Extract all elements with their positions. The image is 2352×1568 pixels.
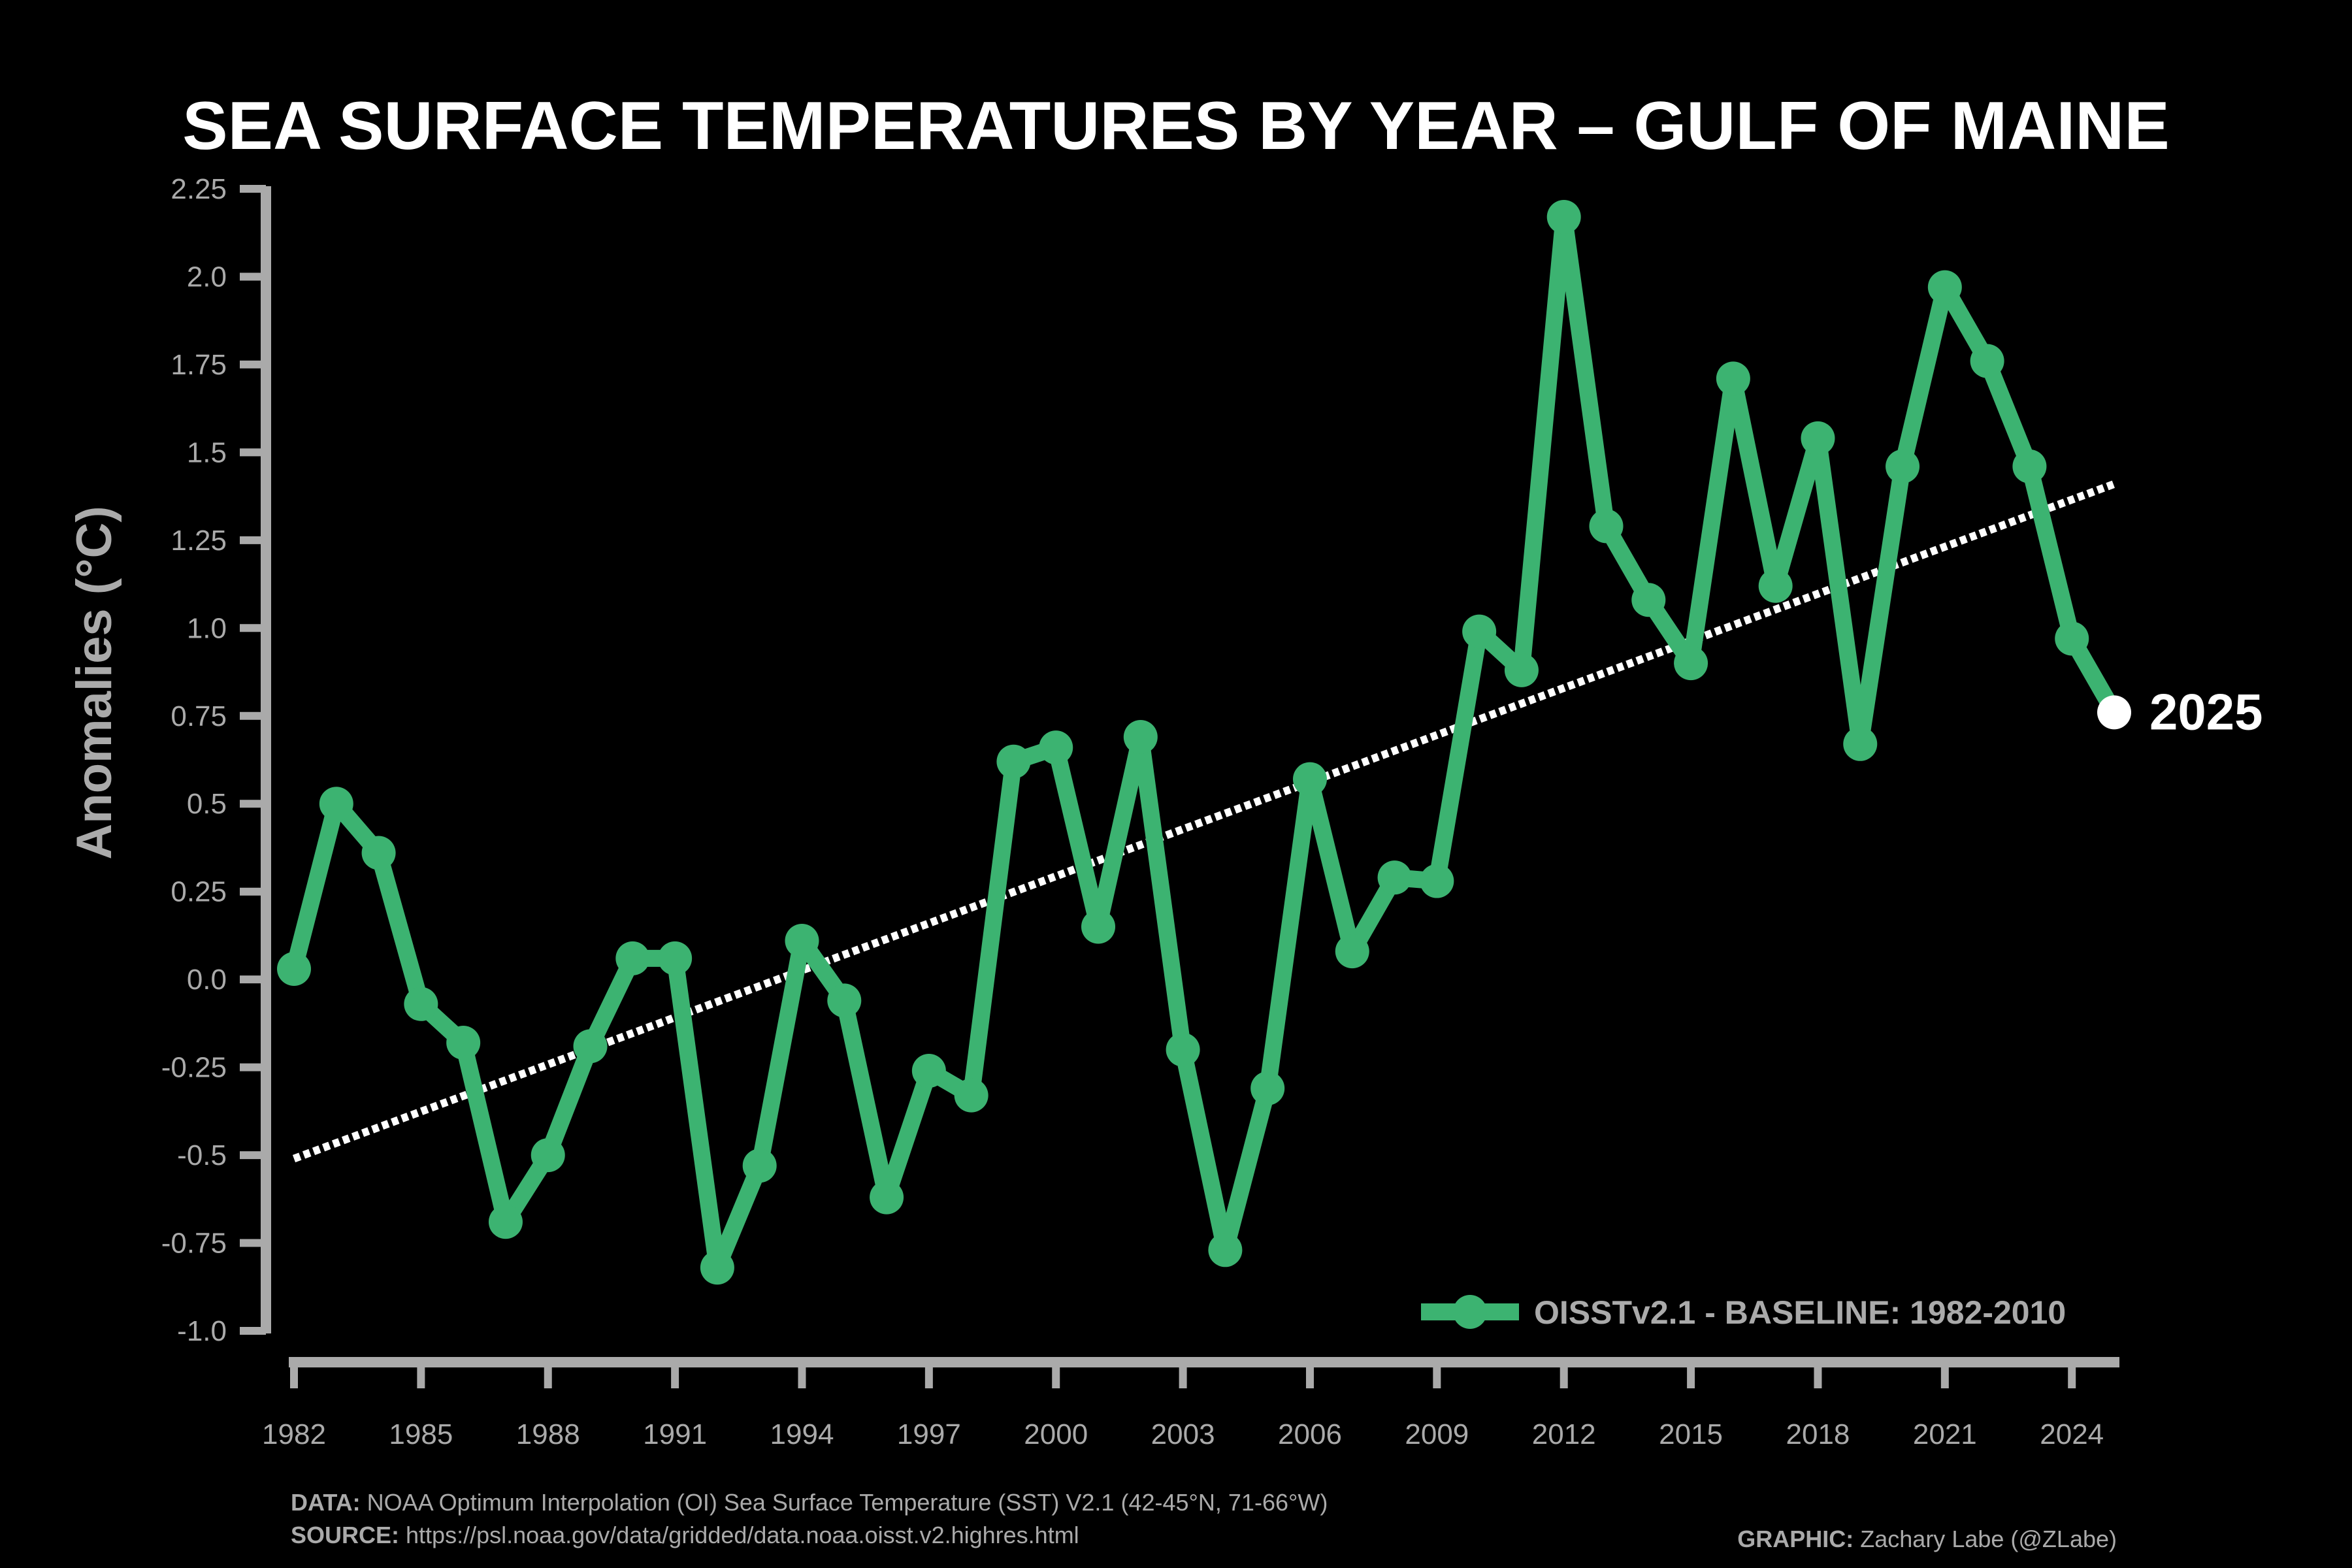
data-point [1843,727,1878,761]
x-tick-label: 1982 [262,1418,326,1450]
data-point [1292,762,1327,796]
data-point [1462,614,1497,649]
data-point [742,1149,777,1183]
data-point [531,1138,565,1173]
data-point [1250,1071,1285,1105]
footer-source-label: SOURCE: [291,1522,399,1548]
highlight-point [2097,695,2131,730]
series-group [277,200,2122,1285]
x-tick-label: 2015 [1659,1418,1723,1450]
y-tick-label: -0.75 [161,1228,227,1260]
legend-marker-swatch [1453,1295,1487,1329]
data-point [1631,583,1666,617]
data-point [2055,621,2089,656]
data-point [2012,449,2047,483]
data-point [954,1078,988,1113]
x-tick-label: 1997 [897,1418,961,1450]
data-point [996,744,1031,779]
y-tick-label: -1.0 [177,1315,227,1347]
data-point [1335,934,1369,969]
data-point [870,1180,904,1215]
footer-source-line: SOURCE: https://psl.noaa.gov/data/gridde… [291,1522,1079,1548]
x-tick-label: 2012 [1532,1418,1596,1450]
footer-graphic-text: Zachary Labe (@ZLabe) [1854,1526,2117,1552]
data-point [1886,449,1920,483]
y-tick-label: 1.75 [171,349,227,381]
data-point [1377,860,1412,895]
x-tick-label: 2018 [1786,1418,1850,1450]
footer-graphic-line: GRAPHIC: Zachary Labe (@ZLabe) [1737,1526,2117,1552]
data-point [446,1025,481,1060]
y-tick-label: 1.0 [187,612,227,644]
data-point [277,952,311,987]
footer-data-line: DATA: NOAA Optimum Interpolation (OI) Se… [291,1489,1328,1516]
y-axis-label: Anomalies (°C) [67,506,122,859]
y-tick-label: 0.75 [171,700,227,732]
data-point [1758,568,1793,603]
data-point [1504,653,1539,687]
legend: OISSTv2.1 - BASELINE: 1982-2010 [1421,1294,2066,1331]
y-tick-label: 2.0 [187,261,227,293]
y-tick-label: -0.5 [177,1139,227,1171]
x-tick-label: 2009 [1405,1418,1469,1450]
footer-data-label: DATA: [291,1489,361,1516]
data-point [1123,720,1158,755]
y-tick-label: 0.25 [171,876,227,908]
highlight-group: 2025 [2097,683,2263,740]
data-point [1546,200,1581,235]
x-tick-label: 2000 [1024,1418,1088,1450]
data-point [1674,646,1708,681]
data-point [658,941,693,975]
footer-data-text: NOAA Optimum Interpolation (OI) Sea Surf… [361,1489,1328,1516]
x-tick-label: 2024 [2040,1418,2104,1450]
data-point [1970,344,2004,378]
data-point [488,1205,523,1239]
x-tick-label: 1994 [770,1418,834,1450]
y-tick-label: 0.0 [187,964,227,996]
data-point [319,787,353,821]
y-axis: -1.0 -0.75 -0.5 -0.25 0.0 0.25 0.5 0.75 1.0 1.25 1… [161,173,271,1347]
data-point [1420,864,1454,898]
footer: DATA: NOAA Optimum Interpolation (OI) Se… [291,1489,2117,1552]
data-point [911,1053,946,1088]
x-tick-label: 1991 [643,1418,707,1450]
data-point [573,1029,608,1064]
footer-graphic-label: GRAPHIC: [1737,1526,1854,1552]
data-point [1081,909,1116,944]
data-point [615,941,650,975]
data-point [1039,730,1073,765]
highlight-label: 2025 [2149,683,2263,740]
y-tick-label: 1.5 [187,436,227,468]
data-point [827,983,862,1018]
data-point [785,923,819,958]
data-point [1716,361,1750,396]
data-point [1927,270,1962,304]
x-tick-label: 1988 [516,1418,580,1450]
y-tick-label: 2.25 [171,173,227,205]
data-point [361,836,396,870]
data-point [404,987,438,1021]
data-point [1166,1032,1200,1067]
x-tick-label: 2003 [1151,1418,1215,1450]
y-tick-label: 0.5 [187,788,227,820]
y-tick-label: 1.25 [171,525,227,557]
legend-label: OISSTv2.1 - BASELINE: 1982-2010 [1534,1294,2066,1331]
data-point [1801,421,1835,455]
chart-title: SEA SURFACE TEMPERATURES BY YEAR – GULF … [182,88,2169,164]
data-point [700,1250,734,1285]
data-point [1208,1233,1243,1267]
data-point [1589,509,1624,544]
y-tick-label: -0.25 [161,1052,227,1084]
x-tick-label: 1985 [389,1418,453,1450]
x-tick-label: 2021 [1913,1418,1977,1450]
x-axis: 1982 1985 1988 1991 1994 1997 2000 2003 2006 2009… [262,1357,2119,1450]
footer-source-text: https://psl.noaa.gov/data/gridded/data.n… [399,1522,1079,1548]
x-tick-label: 2006 [1278,1418,1342,1450]
